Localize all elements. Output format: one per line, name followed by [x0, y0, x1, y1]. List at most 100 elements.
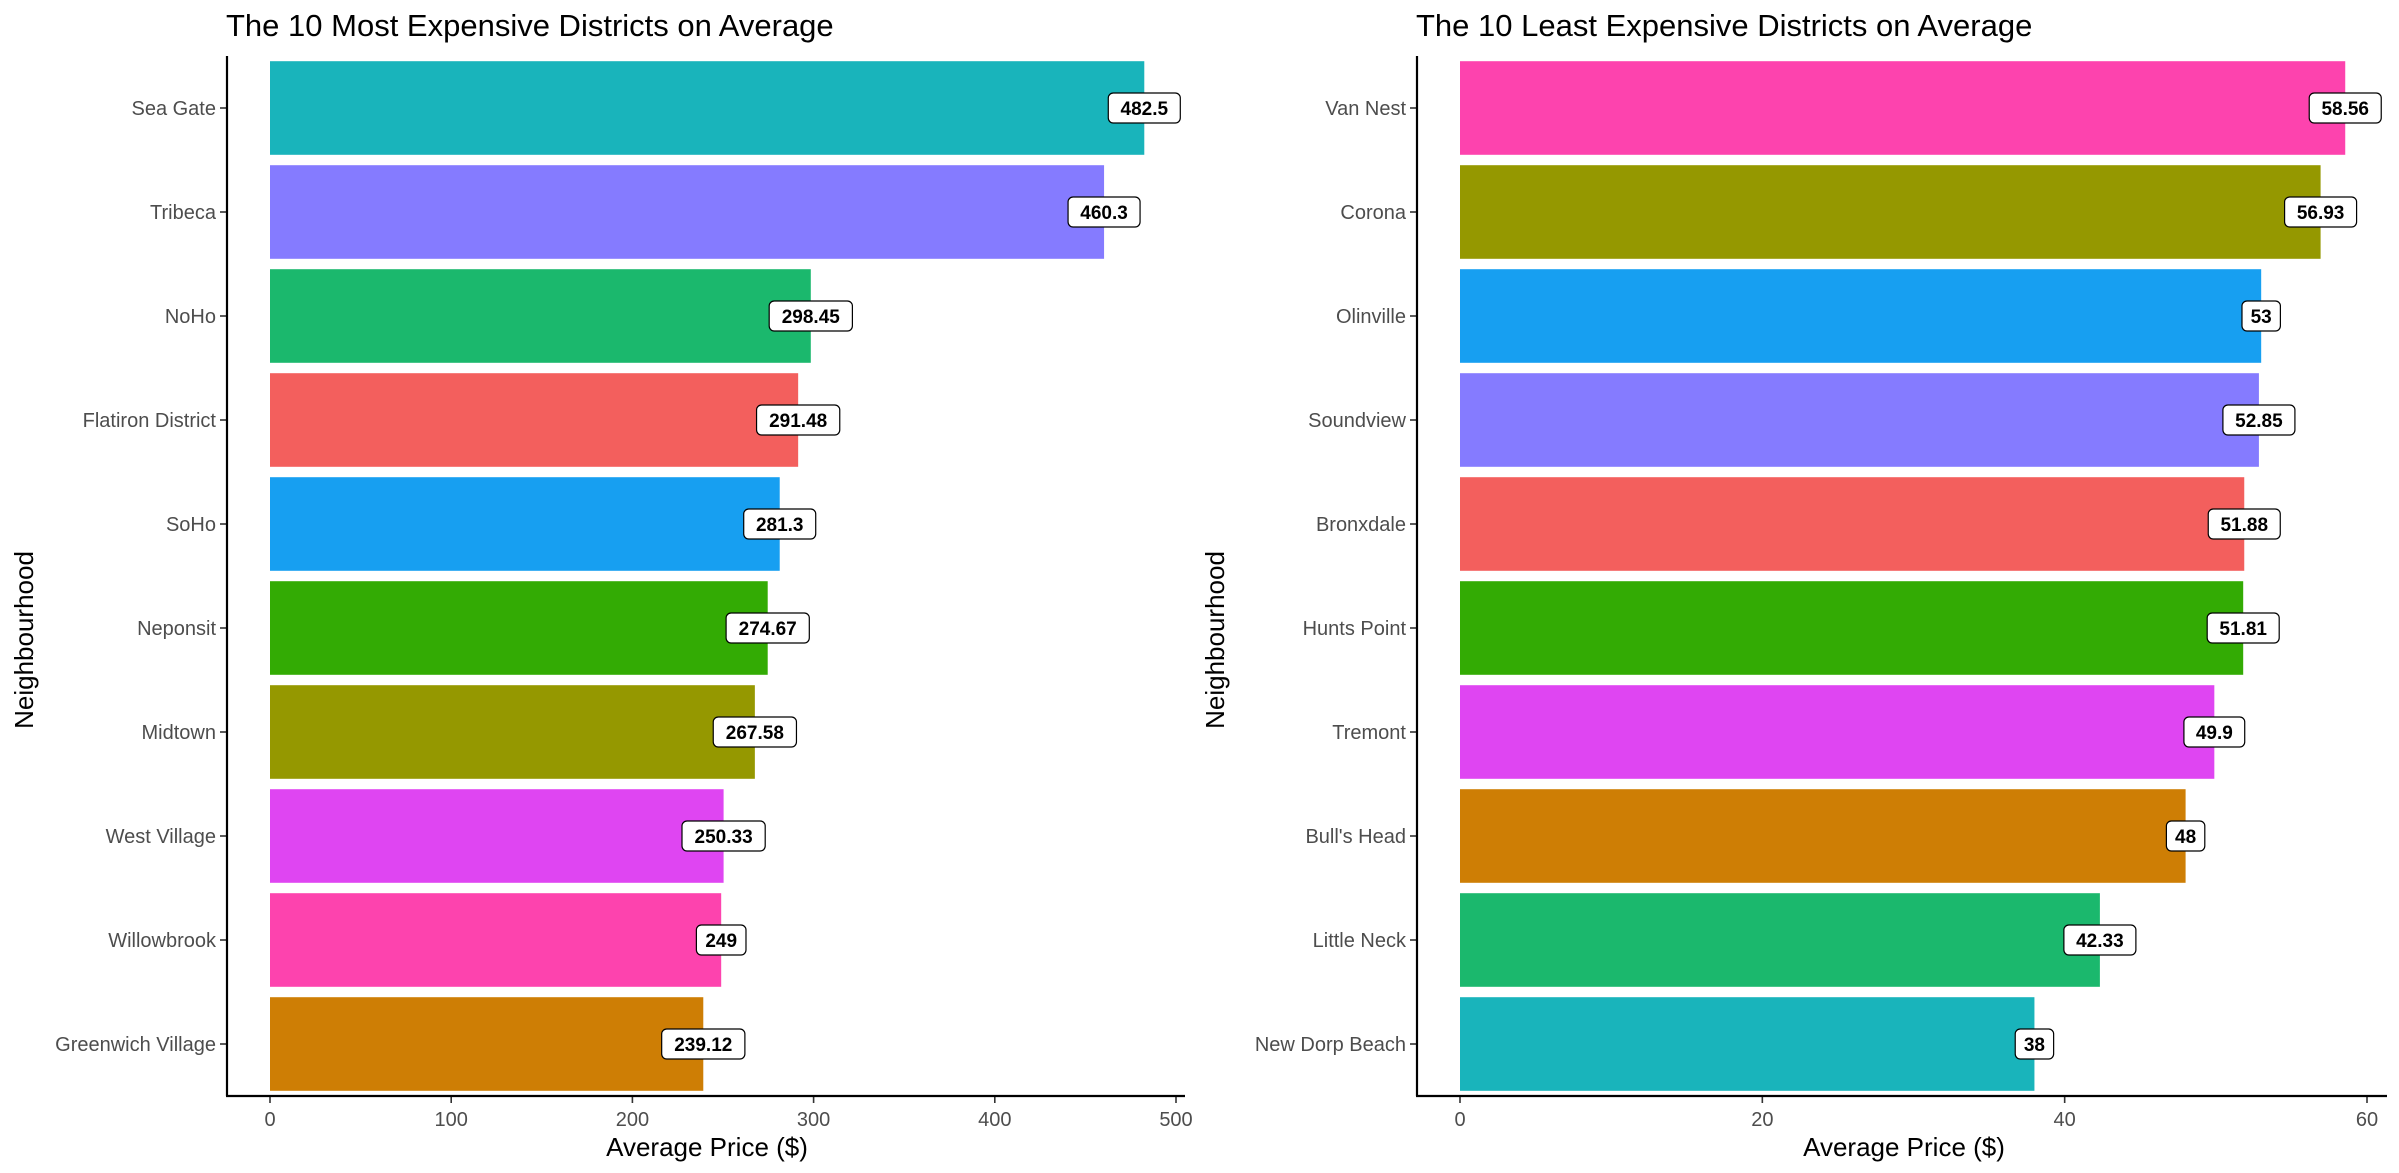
bar-0 [270, 61, 1145, 155]
data-label-4: 281.3 [743, 508, 817, 540]
y-tick-label: Neponsit [137, 618, 216, 640]
bar-2 [270, 269, 811, 363]
data-label-3: 52.85 [2222, 404, 2296, 436]
y-tick-label: Van Nest [1325, 98, 1406, 120]
data-label-text: 49.9 [2196, 723, 2233, 744]
y-axis-title: Neighbourhood [1200, 551, 1230, 729]
data-label-box [2283, 196, 2358, 228]
data-labels: 58.56 56.93 53 52.85 51.88 51.81 49.9 48 42.33 38 [2014, 92, 2382, 1060]
x-tick-label: 0 [1454, 1109, 1465, 1131]
y-tick-label: Midtown [142, 722, 216, 744]
data-label-text: 291.48 [769, 411, 827, 432]
bar-1 [1460, 165, 2321, 259]
bar-5 [270, 581, 768, 675]
x-tick-label: 200 [616, 1109, 649, 1131]
y-tick-label: Tremont [1332, 722, 1406, 744]
bar-4 [270, 477, 780, 571]
data-label-text: 482.5 [1121, 99, 1169, 120]
bar-chart-least-expensive: The 10 Least Expensive Districts on Aver… [1200, 8, 2387, 1162]
data-label-1: 56.93 [2283, 196, 2358, 228]
y-tick-label: West Village [106, 826, 216, 848]
x-ticks: 0 100 200 300 400 500 [264, 1096, 1193, 1131]
x-ticks: 0 20 40 60 [1454, 1096, 2378, 1131]
data-label-6: 49.9 [2183, 716, 2246, 748]
y-tick-label: Sea Gate [131, 98, 216, 120]
data-label-text: 239.12 [674, 1035, 732, 1056]
data-label-text: 52.85 [2235, 411, 2283, 432]
data-label-box [755, 404, 841, 436]
data-label-box [661, 1028, 746, 1060]
y-tick-labels: Van Nest Corona Olinville Soundview Bronxdal… [1255, 98, 1417, 1056]
chart-title: The 10 Most Expensive Districts on Avera… [226, 8, 834, 43]
data-label-8: 42.33 [2063, 924, 2137, 956]
data-labels: 482.5 460.3 298.45 291.48 281.3 274.67 267.58 2… [661, 92, 1181, 1060]
y-tick-label: New Dorp Beach [1255, 1034, 1406, 1056]
data-label-box [2165, 820, 2206, 852]
data-label-4: 51.88 [2207, 508, 2281, 540]
data-label-box [2308, 92, 2382, 124]
bar-9 [270, 997, 704, 1091]
data-label-box [1067, 196, 1141, 228]
data-label-box [2241, 300, 2281, 332]
bar-4 [1460, 477, 2245, 571]
y-tick-label: Hunts Point [1303, 618, 1407, 640]
data-label-text: 42.33 [2076, 931, 2124, 952]
bar-2 [1460, 269, 2262, 363]
y-tick-label: Greenwich Village [55, 1034, 216, 1056]
chart-title: The 10 Least Expensive Districts on Aver… [1416, 8, 2032, 43]
y-tick-label: Bull's Head [1305, 826, 1406, 848]
bar-chart-most-expensive: The 10 Most Expensive Districts on Avera… [9, 8, 1193, 1162]
data-label-2: 53 [2241, 300, 2281, 332]
data-label-text: 267.58 [726, 723, 784, 744]
bar-8 [1460, 893, 2100, 987]
bars-group [270, 61, 1145, 1091]
x-tick-label: 40 [2054, 1109, 2076, 1131]
bar-7 [270, 789, 724, 883]
bar-3 [1460, 373, 2259, 467]
data-label-text: 38 [2024, 1035, 2045, 1056]
y-tick-label: Corona [1340, 202, 1406, 224]
data-label-0: 482.5 [1107, 92, 1181, 124]
data-label-9: 239.12 [661, 1028, 746, 1060]
data-label-box [743, 508, 817, 540]
x-tick-label: 100 [435, 1109, 468, 1131]
data-label-box [1107, 92, 1181, 124]
data-label-text: 53 [2251, 307, 2272, 328]
data-label-2: 298.45 [768, 300, 853, 332]
data-label-box [2206, 612, 2280, 644]
data-label-7: 48 [2165, 820, 2206, 852]
data-label-9: 38 [2014, 1028, 2055, 1060]
data-label-box [2222, 404, 2296, 436]
y-tick-labels: Sea Gate Tribeca NoHo Flatiron District SoHo… [55, 98, 227, 1056]
data-label-box [681, 820, 766, 852]
data-label-text: 51.88 [2220, 515, 2268, 536]
data-label-text: 281.3 [756, 515, 804, 536]
bar-0 [1460, 61, 2346, 155]
y-tick-label: Flatiron District [83, 410, 217, 432]
data-label-text: 56.93 [2297, 203, 2345, 224]
data-label-5: 51.81 [2206, 612, 2280, 644]
chart-least-expensive: The 10 Least Expensive Districts on Aver… [1200, 0, 2399, 1173]
data-label-text: 274.67 [739, 619, 797, 640]
data-label-5: 274.67 [725, 612, 810, 644]
y-tick-label: Soundview [1308, 410, 1406, 432]
y-axis-title: Neighbourhood [9, 551, 39, 729]
y-tick-label: SoHo [166, 514, 216, 536]
data-label-1: 460.3 [1067, 196, 1141, 228]
data-label-text: 51.81 [2219, 619, 2267, 640]
x-tick-label: 300 [797, 1109, 830, 1131]
data-label-text: 249 [705, 931, 737, 952]
y-tick-label: Olinville [1336, 306, 1406, 328]
x-tick-label: 500 [1159, 1109, 1192, 1131]
x-axis-title: Average Price ($) [606, 1132, 808, 1162]
y-tick-label: Little Neck [1313, 930, 1407, 952]
data-label-8: 249 [695, 924, 747, 956]
x-tick-label: 400 [978, 1109, 1011, 1131]
data-label-box [725, 612, 810, 644]
data-label-6: 267.58 [712, 716, 798, 748]
x-tick-label: 20 [1751, 1109, 1773, 1131]
data-label-0: 58.56 [2308, 92, 2382, 124]
data-label-3: 291.48 [755, 404, 841, 436]
data-label-text: 58.56 [2321, 99, 2369, 120]
bar-3 [270, 373, 799, 467]
